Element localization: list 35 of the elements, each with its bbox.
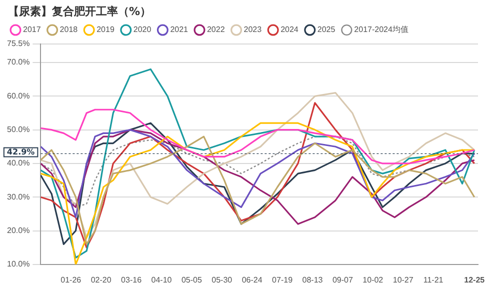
legend-label: 2025 [317,25,336,34]
y-tick-label: 10.0% [6,260,30,269]
x-tick-label: 06-24 [242,275,263,284]
legend-label: 2024 [280,25,299,34]
legend-label: 2017 [23,25,42,34]
y-tick-label: 40.0% [6,158,30,168]
y-tick-label: 75.5% [6,39,30,48]
y-tick-label: 70.0% [6,58,30,67]
legend-label: 2022 [206,25,226,34]
x-tick-label: 12-25 [464,275,486,284]
x-tick-label: 10-27 [392,275,414,284]
y-tick-label: 20.0% [6,226,30,235]
x-tick-label: 05-30 [212,275,233,284]
chart-title: 【尿素】复合肥开工率（%） [8,4,152,19]
x-tick-label: 01-26 [60,275,82,284]
x-tick-label: 10-02 [362,275,384,284]
legend-label: 2023 [244,25,262,34]
legend-label: 2021 [170,25,189,34]
x-tick-label: 09-07 [332,275,354,284]
ref-line-label: 42.9% [6,147,35,156]
x-tick-label: 05-05 [181,275,202,284]
x-tick-label: 04-10 [151,275,172,284]
legend-label: 2019 [96,25,115,34]
line-series [40,136,475,208]
x-tick-label: 02-20 [90,275,112,284]
x-tick-label: 07-19 [272,275,294,284]
x-tick-label: 03-16 [121,275,142,284]
legend-label: 2018 [60,25,78,34]
legend-label: 2020 [133,25,152,34]
y-tick-label: 50.0% [6,125,30,134]
legend-label: 2017-2024均值 [354,25,408,34]
x-tick-label: 11-21 [423,275,444,284]
y-tick-label: 60.0% [6,91,30,100]
y-tick-label: 30.0% [6,192,30,202]
x-tick-label: 08-13 [302,275,324,284]
